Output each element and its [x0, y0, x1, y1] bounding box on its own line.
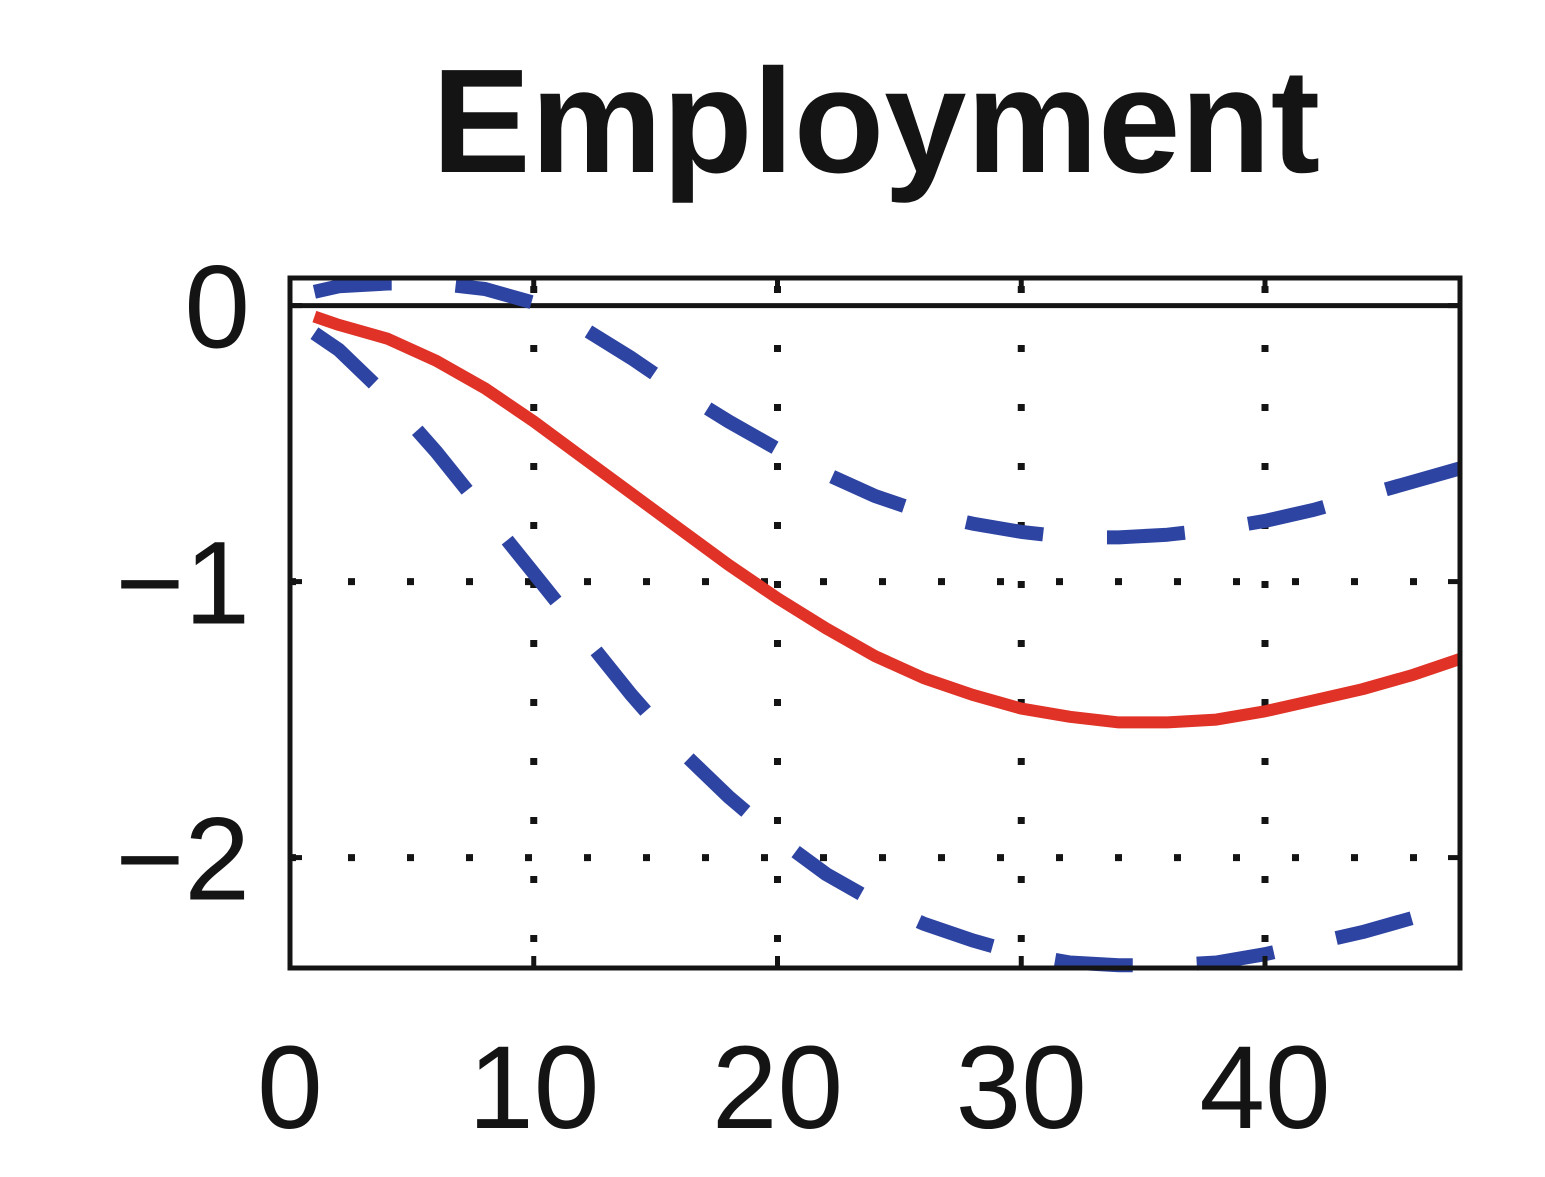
x-tick-label-0: 0: [257, 1022, 323, 1154]
x-tick-labels: 0 10 20 30 40: [257, 1022, 1330, 1154]
x-tick-label-40: 40: [1199, 1022, 1330, 1154]
y-tick-label-0: 0: [184, 242, 250, 374]
axes: [287, 275, 1463, 971]
chart-title: Employment: [432, 39, 1320, 204]
lower-dashed-band-line: [310, 327, 1462, 973]
plot-frame: [287, 275, 1463, 971]
x-tick-label-10: 10: [468, 1022, 599, 1154]
series-layer: [310, 276, 1462, 973]
solid-response-line: [312, 310, 1462, 729]
upper-dashed-band-line: [312, 276, 1462, 545]
y-tick-label-2: −2: [115, 794, 250, 926]
x-tick-label-30: 30: [956, 1022, 1087, 1154]
y-tick-label-1: −1: [115, 518, 250, 650]
x-tick-label-20: 20: [712, 1022, 843, 1154]
y-tick-labels: 0 −1 −2: [115, 242, 250, 926]
